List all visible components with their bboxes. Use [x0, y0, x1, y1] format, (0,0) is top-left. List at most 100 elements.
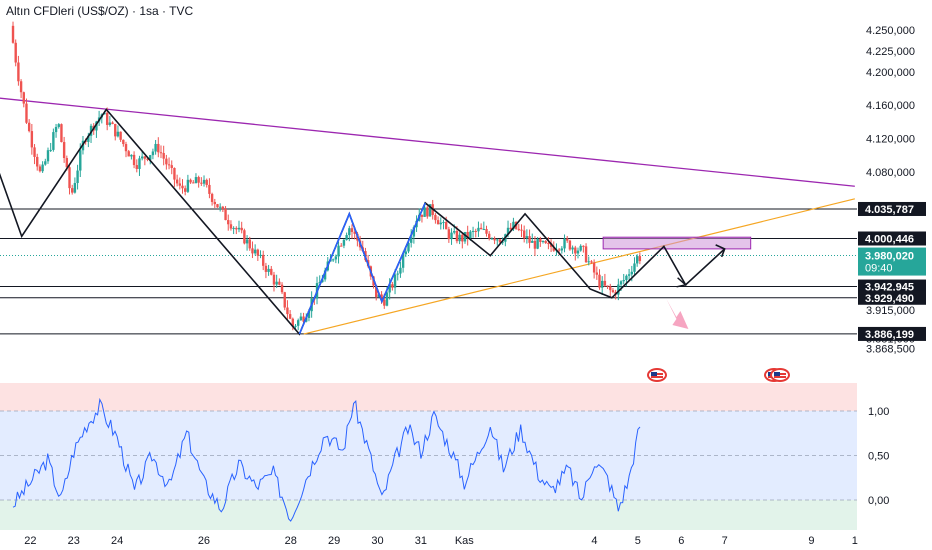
x-tick-label: 31	[415, 535, 427, 547]
projection-arrowhead	[715, 244, 726, 258]
candle	[194, 177, 198, 184]
candle	[380, 294, 383, 300]
candle	[606, 285, 609, 287]
candle	[291, 318, 295, 327]
rsi-y-tick-label: 0,00	[868, 495, 889, 507]
candle	[30, 131, 34, 148]
candle	[584, 246, 588, 263]
price-level-badge[interactable]	[858, 231, 926, 246]
candle	[520, 229, 523, 231]
candle	[175, 179, 179, 184]
candle	[490, 238, 494, 240]
candle	[426, 207, 429, 217]
candle	[251, 248, 254, 254]
us-flag-event-icon[interactable]	[770, 368, 790, 382]
candle	[633, 263, 636, 272]
candle	[167, 164, 171, 166]
candle	[151, 151, 155, 156]
supply-zone[interactable]	[602, 236, 752, 250]
candle	[178, 183, 182, 186]
candle	[595, 272, 599, 275]
candle	[299, 316, 303, 321]
candle	[557, 249, 561, 251]
candle	[278, 281, 281, 285]
candle	[157, 143, 160, 153]
candle	[625, 275, 628, 280]
candle	[547, 243, 550, 245]
candle	[170, 165, 173, 168]
candle	[38, 166, 42, 172]
x-tick-label: 26	[198, 535, 210, 547]
candle	[296, 320, 300, 326]
candle	[27, 122, 31, 132]
candle	[630, 271, 633, 275]
us-flag-event-icon[interactable]	[647, 368, 667, 382]
price-level-badge-label: 4.000,446	[865, 233, 914, 245]
candle	[165, 158, 168, 165]
pattern-zigzag-blue[interactable]	[298, 202, 426, 335]
candle	[423, 207, 426, 217]
candle	[517, 228, 520, 230]
candle	[52, 132, 55, 150]
candle	[108, 122, 112, 125]
candle	[17, 62, 20, 82]
candle	[143, 156, 147, 159]
candle	[455, 231, 459, 242]
price-level-badge[interactable]	[858, 279, 926, 294]
candle	[127, 151, 130, 157]
price-level-badge[interactable]	[858, 201, 926, 216]
trendline-upper[interactable]	[0, 97, 855, 187]
candle	[68, 167, 71, 189]
price-level-badge[interactable]	[858, 290, 926, 305]
candle	[105, 112, 109, 125]
candle	[114, 123, 117, 137]
candle	[189, 179, 192, 183]
candle	[33, 147, 36, 157]
candle	[245, 239, 249, 244]
trendline-lower[interactable]	[303, 198, 855, 335]
candle	[192, 182, 195, 184]
candle	[248, 239, 251, 249]
candle	[342, 239, 346, 246]
candle	[388, 284, 391, 293]
candle	[375, 285, 378, 298]
price-level-badge-label: 3.886,199	[865, 329, 914, 341]
candle	[253, 249, 257, 254]
candle	[44, 161, 47, 165]
y-tick-label: 4.250,000	[866, 25, 915, 37]
candle	[62, 142, 66, 159]
x-tick-label: 6	[678, 535, 684, 547]
candle	[348, 228, 351, 236]
candle	[210, 193, 214, 202]
candle	[619, 281, 623, 285]
candle	[138, 158, 141, 169]
candle	[124, 144, 128, 152]
candle	[135, 165, 138, 169]
candle	[501, 241, 504, 243]
price-level-badge[interactable]	[858, 326, 926, 341]
candle	[345, 235, 348, 240]
candle	[111, 122, 114, 124]
candle	[270, 268, 273, 275]
candle	[162, 153, 165, 159]
candle	[19, 81, 23, 93]
rsi-line[interactable]	[12, 397, 641, 522]
current-price-label: 3.980,020	[865, 251, 914, 263]
current-price-badge[interactable]	[858, 247, 926, 276]
candle	[227, 220, 230, 225]
x-tick-label: 24	[111, 535, 123, 547]
candle	[353, 231, 356, 234]
candle	[200, 182, 203, 184]
candle	[240, 227, 243, 231]
candle	[598, 274, 601, 288]
candle	[428, 204, 432, 217]
candle	[447, 229, 451, 240]
pattern-zigzag[interactable]	[0, 108, 726, 336]
candle	[512, 221, 515, 230]
y-tick-label: 4.120,000	[866, 134, 915, 146]
candle	[229, 224, 233, 229]
candle	[485, 229, 488, 234]
candle	[568, 240, 572, 250]
x-tick-label: 23	[68, 535, 80, 547]
